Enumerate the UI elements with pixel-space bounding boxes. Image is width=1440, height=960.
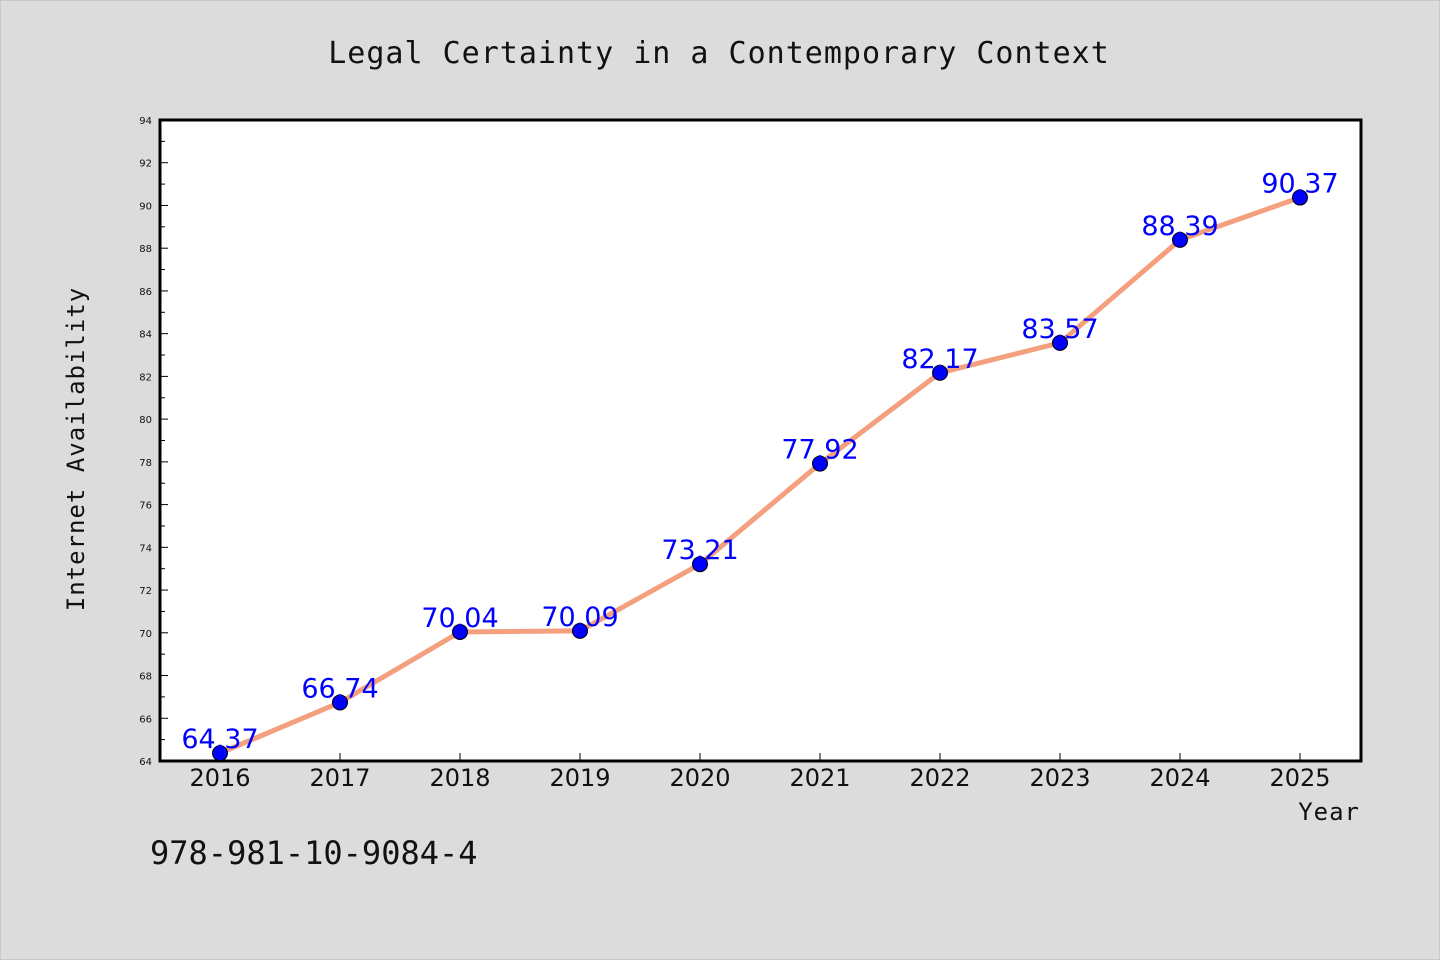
y-tick-label: 86 xyxy=(139,287,152,298)
isbn-annotation: 978-981-10-9084-4 xyxy=(150,834,478,872)
data-labels: 64.37 66.74 70.04 70.09 73.21 77.92 82.17 83.57… xyxy=(181,169,1338,756)
x-axis-title: Year xyxy=(1298,798,1360,826)
y-tick-label: 88 xyxy=(139,244,152,255)
data-point-label: 66.74 xyxy=(301,673,378,704)
y-axis-title: Internet Availability xyxy=(62,287,90,611)
data-point-marker xyxy=(1292,189,1308,206)
x-tick-label: 2024 xyxy=(1149,764,1210,792)
data-point-marker xyxy=(332,694,348,711)
data-point-marker xyxy=(212,745,228,762)
y-tick-label: 78 xyxy=(139,458,152,469)
data-point-label: 73.21 xyxy=(661,535,738,566)
x-tick-label: 2023 xyxy=(1029,764,1090,792)
x-tick-label: 2016 xyxy=(189,764,250,792)
y-tick-label: 70 xyxy=(139,629,152,640)
data-point-marker xyxy=(932,364,948,381)
y-tick-label: 82 xyxy=(139,372,152,383)
x-tick-label: 2017 xyxy=(309,764,370,792)
series-line xyxy=(217,195,1303,756)
y-tick-label: 66 xyxy=(139,714,152,725)
x-tick-label: 2022 xyxy=(909,764,970,792)
y-tick-label: 68 xyxy=(139,672,152,683)
y-tick-label: 72 xyxy=(139,586,152,597)
data-point-marker xyxy=(1052,334,1068,351)
y-tick-label: 90 xyxy=(139,201,152,212)
data-point-label: 64.37 xyxy=(181,724,258,755)
data-point-label: 88.39 xyxy=(1141,211,1218,242)
x-tick-label: 2018 xyxy=(429,764,490,792)
data-point-marker xyxy=(572,622,588,639)
x-tick-label: 2019 xyxy=(549,764,610,792)
data-markers xyxy=(212,189,1308,762)
y-tick-label: 94 xyxy=(139,116,152,127)
y-axis: 64 66 68 70 72 74 76 78 80 82 84 86 88 90 92 94 xyxy=(139,116,168,768)
y-tick-label: 64 xyxy=(139,757,152,768)
data-point-label: 70.04 xyxy=(421,603,498,634)
y-tick-label: 92 xyxy=(139,159,152,170)
y-tick-label: 80 xyxy=(139,415,152,426)
x-tick-label: 2025 xyxy=(1269,764,1330,792)
y-tick-label: 76 xyxy=(139,501,152,512)
x-tick-label: 2021 xyxy=(789,764,850,792)
chart-title: Legal Certainty in a Contemporary Contex… xyxy=(328,36,1110,71)
data-point-marker xyxy=(452,623,468,640)
data-point-label: 82.17 xyxy=(901,344,978,375)
data-point-label: 70.09 xyxy=(541,602,618,633)
data-point-marker xyxy=(812,455,828,472)
data-point-label: 83.57 xyxy=(1021,314,1098,345)
x-tick-label: 2020 xyxy=(669,764,730,792)
data-point-label: 90.37 xyxy=(1261,169,1338,200)
data-point-marker xyxy=(1172,231,1188,248)
data-point-label: 77.92 xyxy=(781,435,858,466)
plot-area xyxy=(158,118,1363,763)
y-tick-label: 84 xyxy=(139,330,152,341)
x-axis: 2016 2017 2018 2019 2020 2021 2022 2023 2024 2025 xyxy=(189,753,1331,792)
data-point-marker xyxy=(692,556,708,573)
y-tick-label: 74 xyxy=(139,543,152,554)
